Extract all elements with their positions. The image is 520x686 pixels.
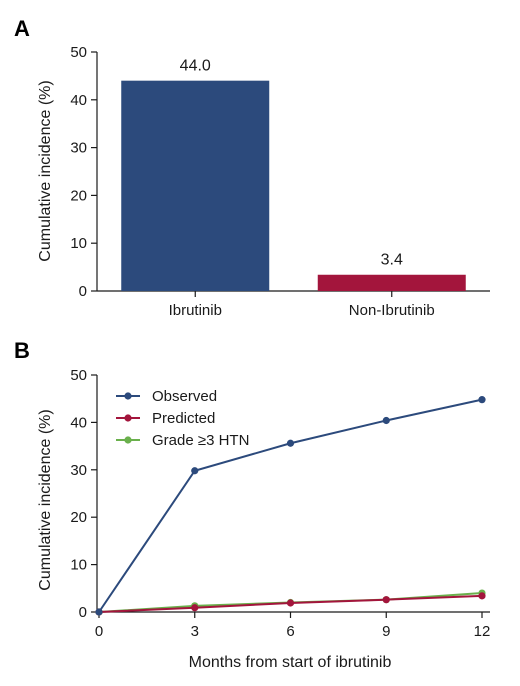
panel-a-label: A: [14, 16, 30, 41]
panel-b-data-point: [478, 396, 486, 404]
panel-b-y-tick-label: 40: [70, 414, 87, 431]
panel-b-data-point: [286, 599, 295, 607]
panel-b-axes: 0 10 20 30 40 50 0 3 6 9 12: [70, 367, 490, 640]
panel-b-legend-swatch-marker: [124, 392, 132, 400]
panel-a-y-tick-label: 20: [70, 187, 87, 204]
panel-b-y-axis-title: Cumulative incidence (%): [37, 409, 54, 590]
panel-b-data-point: [382, 596, 390, 604]
panel-b-x-tick-label: 12: [474, 623, 491, 640]
panel-b-data-point: [191, 467, 199, 475]
panel-a-y-axis-title: Cumulative incidence (%): [37, 80, 54, 261]
panel-b-legend: Observed Predicted Grade ≥3 HTN: [116, 388, 249, 449]
panel-a-x-tick-label: Ibrutinib: [169, 302, 222, 319]
panel-b-x-tick-label: 3: [191, 623, 199, 640]
panel-b-y-tick-label: 20: [70, 509, 87, 526]
panel-b-y-tick-label: 0: [79, 604, 87, 621]
panel-b-line-chart: B Cumulative incidence (%) Months from s…: [14, 338, 490, 671]
panel-b-x-axis-title: Months from start of ibrutinib: [189, 654, 392, 671]
panel-b-data-point: [382, 416, 390, 425]
panel-b-legend-label: Grade ≥3 HTN: [152, 432, 249, 449]
panel-a-bar-value-label: 3.4: [381, 252, 403, 269]
panel-a-y-tick-label: 10: [70, 235, 87, 252]
panel-a-y-tick-label: 30: [70, 140, 87, 157]
panel-a-x-tick-label: Non-Ibrutinib: [349, 302, 435, 319]
panel-a-axes: 0 10 20 30 40 50 Ibrutinib Non-Ibrutinib: [70, 44, 490, 319]
panel-b-x-tick-label: 6: [286, 623, 294, 640]
panel-b-data-point: [95, 608, 103, 616]
panel-b-data-point: [286, 439, 295, 447]
panel-a-y-tick-label: 0: [79, 283, 87, 300]
panel-b-y-tick-label: 10: [70, 557, 87, 574]
panel-a-bar: [317, 274, 466, 291]
panel-b-legend-label: Predicted: [152, 410, 215, 427]
panel-b-legend-label: Observed: [152, 388, 217, 405]
panel-a-bar-chart: A Cumulative incidence (%) 0 10 20 30 40 50 Ib…: [14, 16, 490, 319]
panel-b-legend-swatch-marker: [124, 414, 132, 422]
panel-a-bar-value-label: 44.0: [180, 58, 211, 75]
panel-b-y-tick-label: 30: [70, 462, 87, 479]
panel-a-bars: 44.0 3.4: [121, 58, 466, 292]
panel-a-y-tick-label: 40: [70, 92, 87, 109]
panel-b-x-tick-label: 0: [95, 623, 103, 640]
panel-b-data-point: [191, 604, 199, 612]
panel-b-x-tick-label: 9: [382, 623, 390, 640]
panel-b-label: B: [14, 338, 30, 363]
panel-a-bar: [121, 80, 270, 292]
panel-a-y-tick-label: 50: [70, 44, 87, 61]
panel-b-legend-swatch-marker: [124, 436, 132, 444]
panel-b-series: [95, 396, 486, 616]
panel-b-y-tick-label: 50: [70, 367, 87, 384]
panel-b-data-point: [478, 592, 486, 600]
